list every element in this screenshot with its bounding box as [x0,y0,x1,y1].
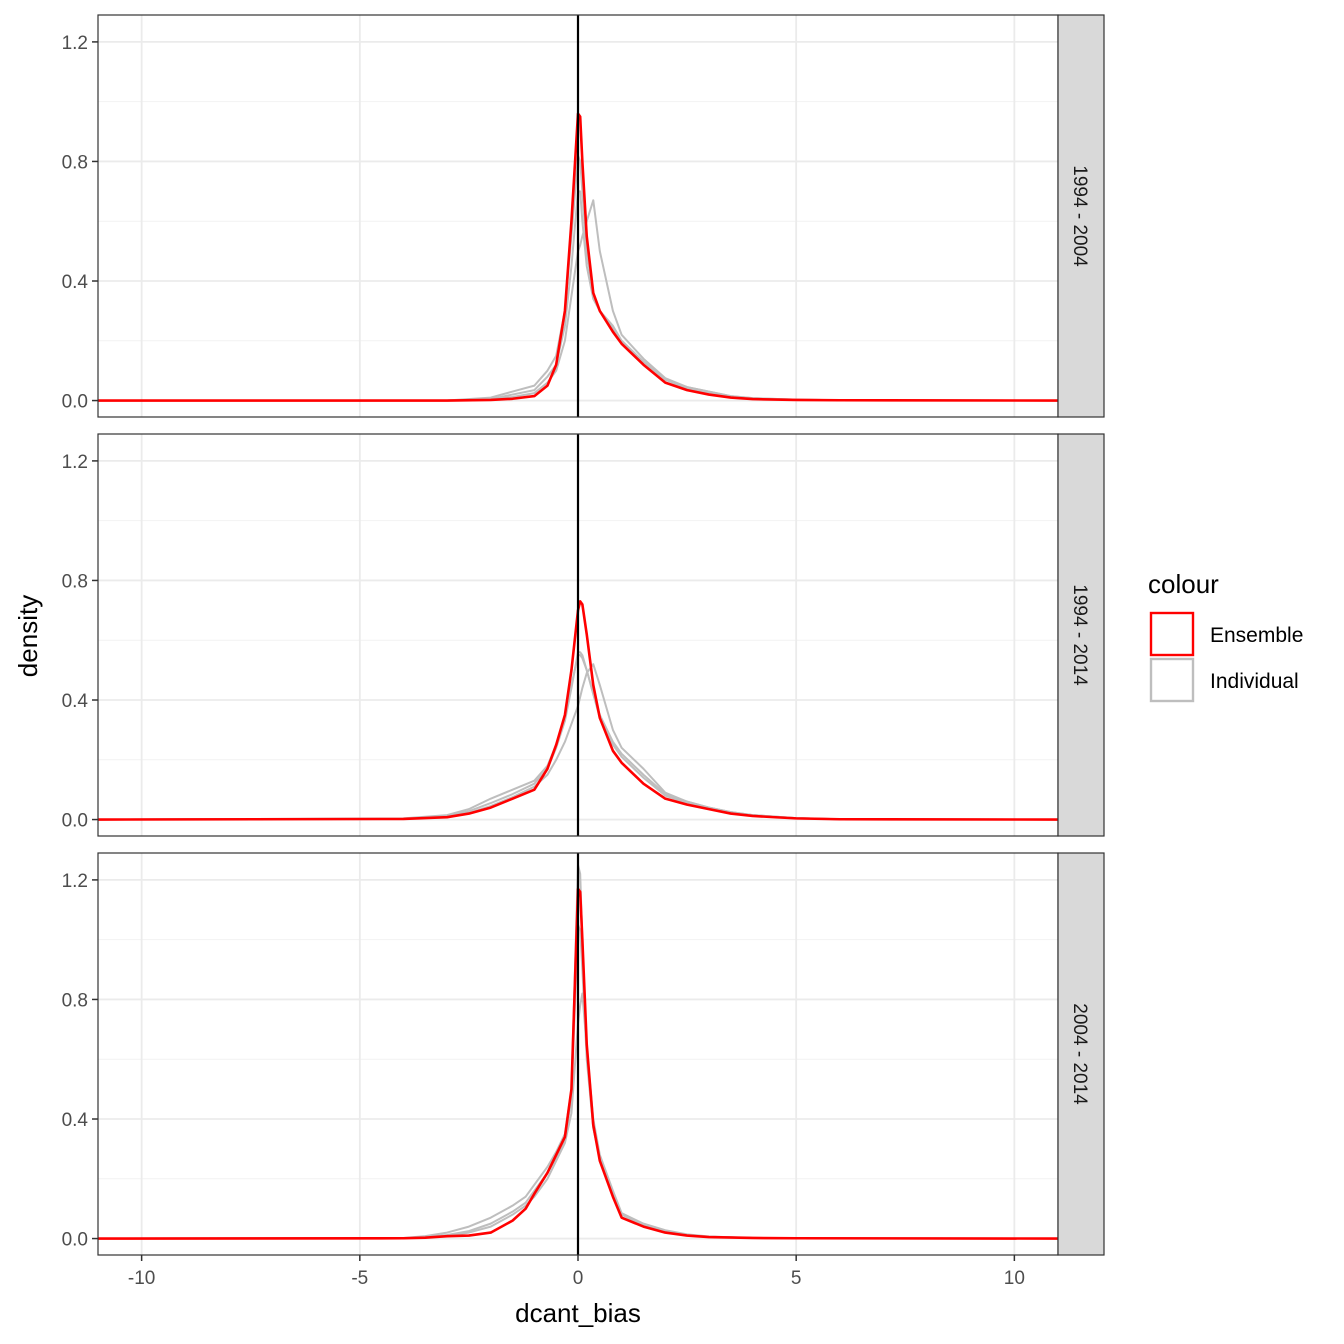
y-tick-label: 0.0 [62,1230,88,1251]
individual-density-line [97,663,1059,821]
x-axis-title: dcant_bias [515,1298,641,1328]
x-tick-label: 10 [1004,1268,1025,1289]
legend: colour Ensemble Individual [1148,569,1303,703]
facet-strip-label: 2004 - 2014 [1069,1003,1090,1105]
x-tick-label: -5 [351,1268,368,1289]
facet-strip-label: 1994 - 2004 [1069,165,1090,267]
legend-key [1149,611,1195,657]
facet-panel: 0.0 0.4 0.8 1.2 2004 - 2014 [62,852,1105,1256]
facet-strip [1057,14,1105,418]
legend-key [1149,657,1195,703]
y-tick-label: 1.2 [62,871,88,892]
ensemble-density-line [97,600,1059,821]
facet-panel: 0.0 0.4 0.8 1.2 1994 - 2004 [62,14,1105,418]
y-tick-label: 0.4 [62,691,89,712]
x-tick-label: -10 [128,1268,155,1289]
facet-strip [1057,852,1105,1256]
x-tick-label: 5 [791,1268,802,1289]
x-axis: -10 -5 0 5 10 [128,1255,1025,1289]
legend-entries: Ensemble Individual [1149,611,1303,703]
legend-title: colour [1148,569,1219,599]
legend-label: Ensemble [1210,624,1303,647]
y-tick-label: 0.0 [62,392,88,413]
y-tick-label: 1.2 [62,452,88,473]
y-tick-label: 0.0 [62,811,88,832]
facet-strip [1057,433,1105,837]
individual-density-line [98,199,1059,402]
y-tick-label: 0.8 [62,152,88,173]
y-tick-label: 1.2 [62,33,88,54]
y-axis-title: density [13,595,43,677]
y-tick-label: 0.4 [62,1110,89,1131]
x-tick-label: 0 [573,1268,584,1289]
ensemble-density-line [98,112,1059,402]
y-tick-label: 0.4 [62,272,89,293]
legend-label: Individual [1210,670,1299,693]
y-tick-label: 0.8 [62,571,88,592]
facet-strip-label: 1994 - 2014 [1069,584,1090,686]
facet-panels: 0.0 0.4 0.8 1.2 1994 - 2004 0.0 0.4 0.8 1.2 1994 … [62,14,1105,1256]
y-tick-label: 0.8 [62,990,88,1011]
facet-panel: 0.0 0.4 0.8 1.2 1994 - 2014 [62,433,1105,837]
